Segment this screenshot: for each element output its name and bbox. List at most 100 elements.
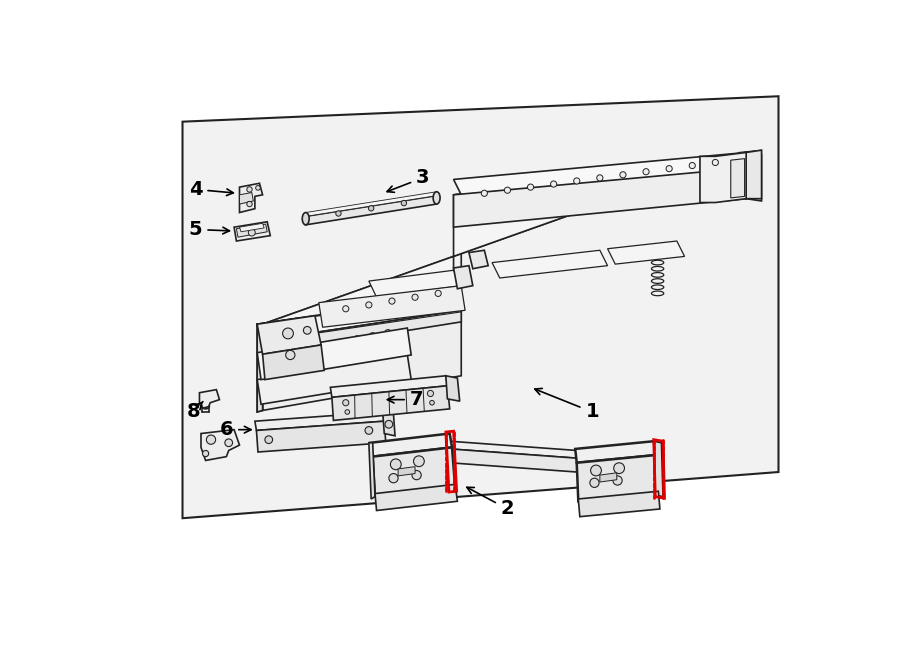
Text: 4: 4 <box>189 180 233 199</box>
Circle shape <box>303 327 311 334</box>
Polygon shape <box>579 491 660 517</box>
Polygon shape <box>450 449 577 472</box>
Circle shape <box>348 351 359 362</box>
Circle shape <box>336 211 341 216</box>
Polygon shape <box>257 328 411 379</box>
Circle shape <box>338 339 346 346</box>
Polygon shape <box>263 295 461 340</box>
Polygon shape <box>375 485 457 510</box>
Text: 1: 1 <box>535 389 599 422</box>
Text: 3: 3 <box>387 169 429 192</box>
Circle shape <box>428 391 434 397</box>
Circle shape <box>285 350 295 360</box>
Circle shape <box>573 178 580 184</box>
Polygon shape <box>257 324 263 412</box>
Circle shape <box>292 348 300 356</box>
Polygon shape <box>454 153 754 195</box>
Circle shape <box>527 184 534 190</box>
Polygon shape <box>239 223 264 232</box>
Circle shape <box>266 392 272 398</box>
Circle shape <box>279 363 290 373</box>
Polygon shape <box>257 295 461 341</box>
Text: 5: 5 <box>189 220 230 239</box>
Circle shape <box>354 336 361 344</box>
Polygon shape <box>653 442 663 496</box>
Polygon shape <box>257 316 321 354</box>
Circle shape <box>365 426 373 434</box>
Polygon shape <box>392 289 457 307</box>
Circle shape <box>666 165 672 172</box>
Circle shape <box>283 328 293 339</box>
Polygon shape <box>454 168 746 227</box>
Text: 8: 8 <box>186 402 202 422</box>
Polygon shape <box>398 467 415 476</box>
Polygon shape <box>492 251 608 278</box>
Polygon shape <box>263 153 754 340</box>
Circle shape <box>265 436 273 444</box>
Text: 6: 6 <box>220 420 251 439</box>
Circle shape <box>225 439 232 447</box>
Circle shape <box>325 355 336 366</box>
Circle shape <box>389 473 398 483</box>
Polygon shape <box>469 251 488 269</box>
Circle shape <box>391 459 401 470</box>
Circle shape <box>590 465 601 476</box>
Circle shape <box>247 187 252 192</box>
Circle shape <box>369 332 376 340</box>
Polygon shape <box>257 318 306 363</box>
Polygon shape <box>306 196 436 225</box>
Polygon shape <box>738 150 761 157</box>
Circle shape <box>482 190 488 196</box>
Circle shape <box>365 302 372 308</box>
Circle shape <box>551 181 557 187</box>
Polygon shape <box>700 153 746 202</box>
Circle shape <box>597 175 603 181</box>
Circle shape <box>614 463 625 473</box>
Circle shape <box>689 163 696 169</box>
Circle shape <box>412 294 418 300</box>
Polygon shape <box>454 266 473 289</box>
Circle shape <box>620 172 626 178</box>
Circle shape <box>312 383 318 389</box>
Circle shape <box>412 471 421 480</box>
Circle shape <box>322 342 330 350</box>
Polygon shape <box>575 442 655 463</box>
Ellipse shape <box>302 213 310 225</box>
Polygon shape <box>239 192 254 204</box>
Polygon shape <box>330 375 447 397</box>
Circle shape <box>302 359 312 369</box>
Polygon shape <box>322 297 396 317</box>
Polygon shape <box>201 430 239 461</box>
Polygon shape <box>255 412 384 430</box>
Polygon shape <box>446 375 460 401</box>
Polygon shape <box>731 159 744 198</box>
Circle shape <box>256 186 260 190</box>
Circle shape <box>643 169 649 175</box>
Circle shape <box>307 345 315 353</box>
Circle shape <box>343 400 349 406</box>
Polygon shape <box>599 473 616 482</box>
Polygon shape <box>257 324 263 412</box>
Circle shape <box>712 159 718 165</box>
Polygon shape <box>237 224 267 237</box>
Circle shape <box>613 476 622 485</box>
Polygon shape <box>332 386 450 420</box>
Circle shape <box>276 351 284 359</box>
Text: 2: 2 <box>467 487 514 518</box>
Polygon shape <box>263 348 298 369</box>
Polygon shape <box>306 192 436 216</box>
Circle shape <box>202 450 209 457</box>
Circle shape <box>384 330 392 337</box>
Polygon shape <box>577 455 659 501</box>
Polygon shape <box>369 270 461 297</box>
Polygon shape <box>263 345 324 379</box>
Polygon shape <box>263 310 461 410</box>
Circle shape <box>368 206 373 211</box>
Polygon shape <box>746 153 761 201</box>
Circle shape <box>206 435 216 444</box>
Circle shape <box>385 420 392 428</box>
Polygon shape <box>183 97 778 518</box>
Polygon shape <box>269 310 461 353</box>
Polygon shape <box>369 443 375 499</box>
Circle shape <box>413 456 424 467</box>
